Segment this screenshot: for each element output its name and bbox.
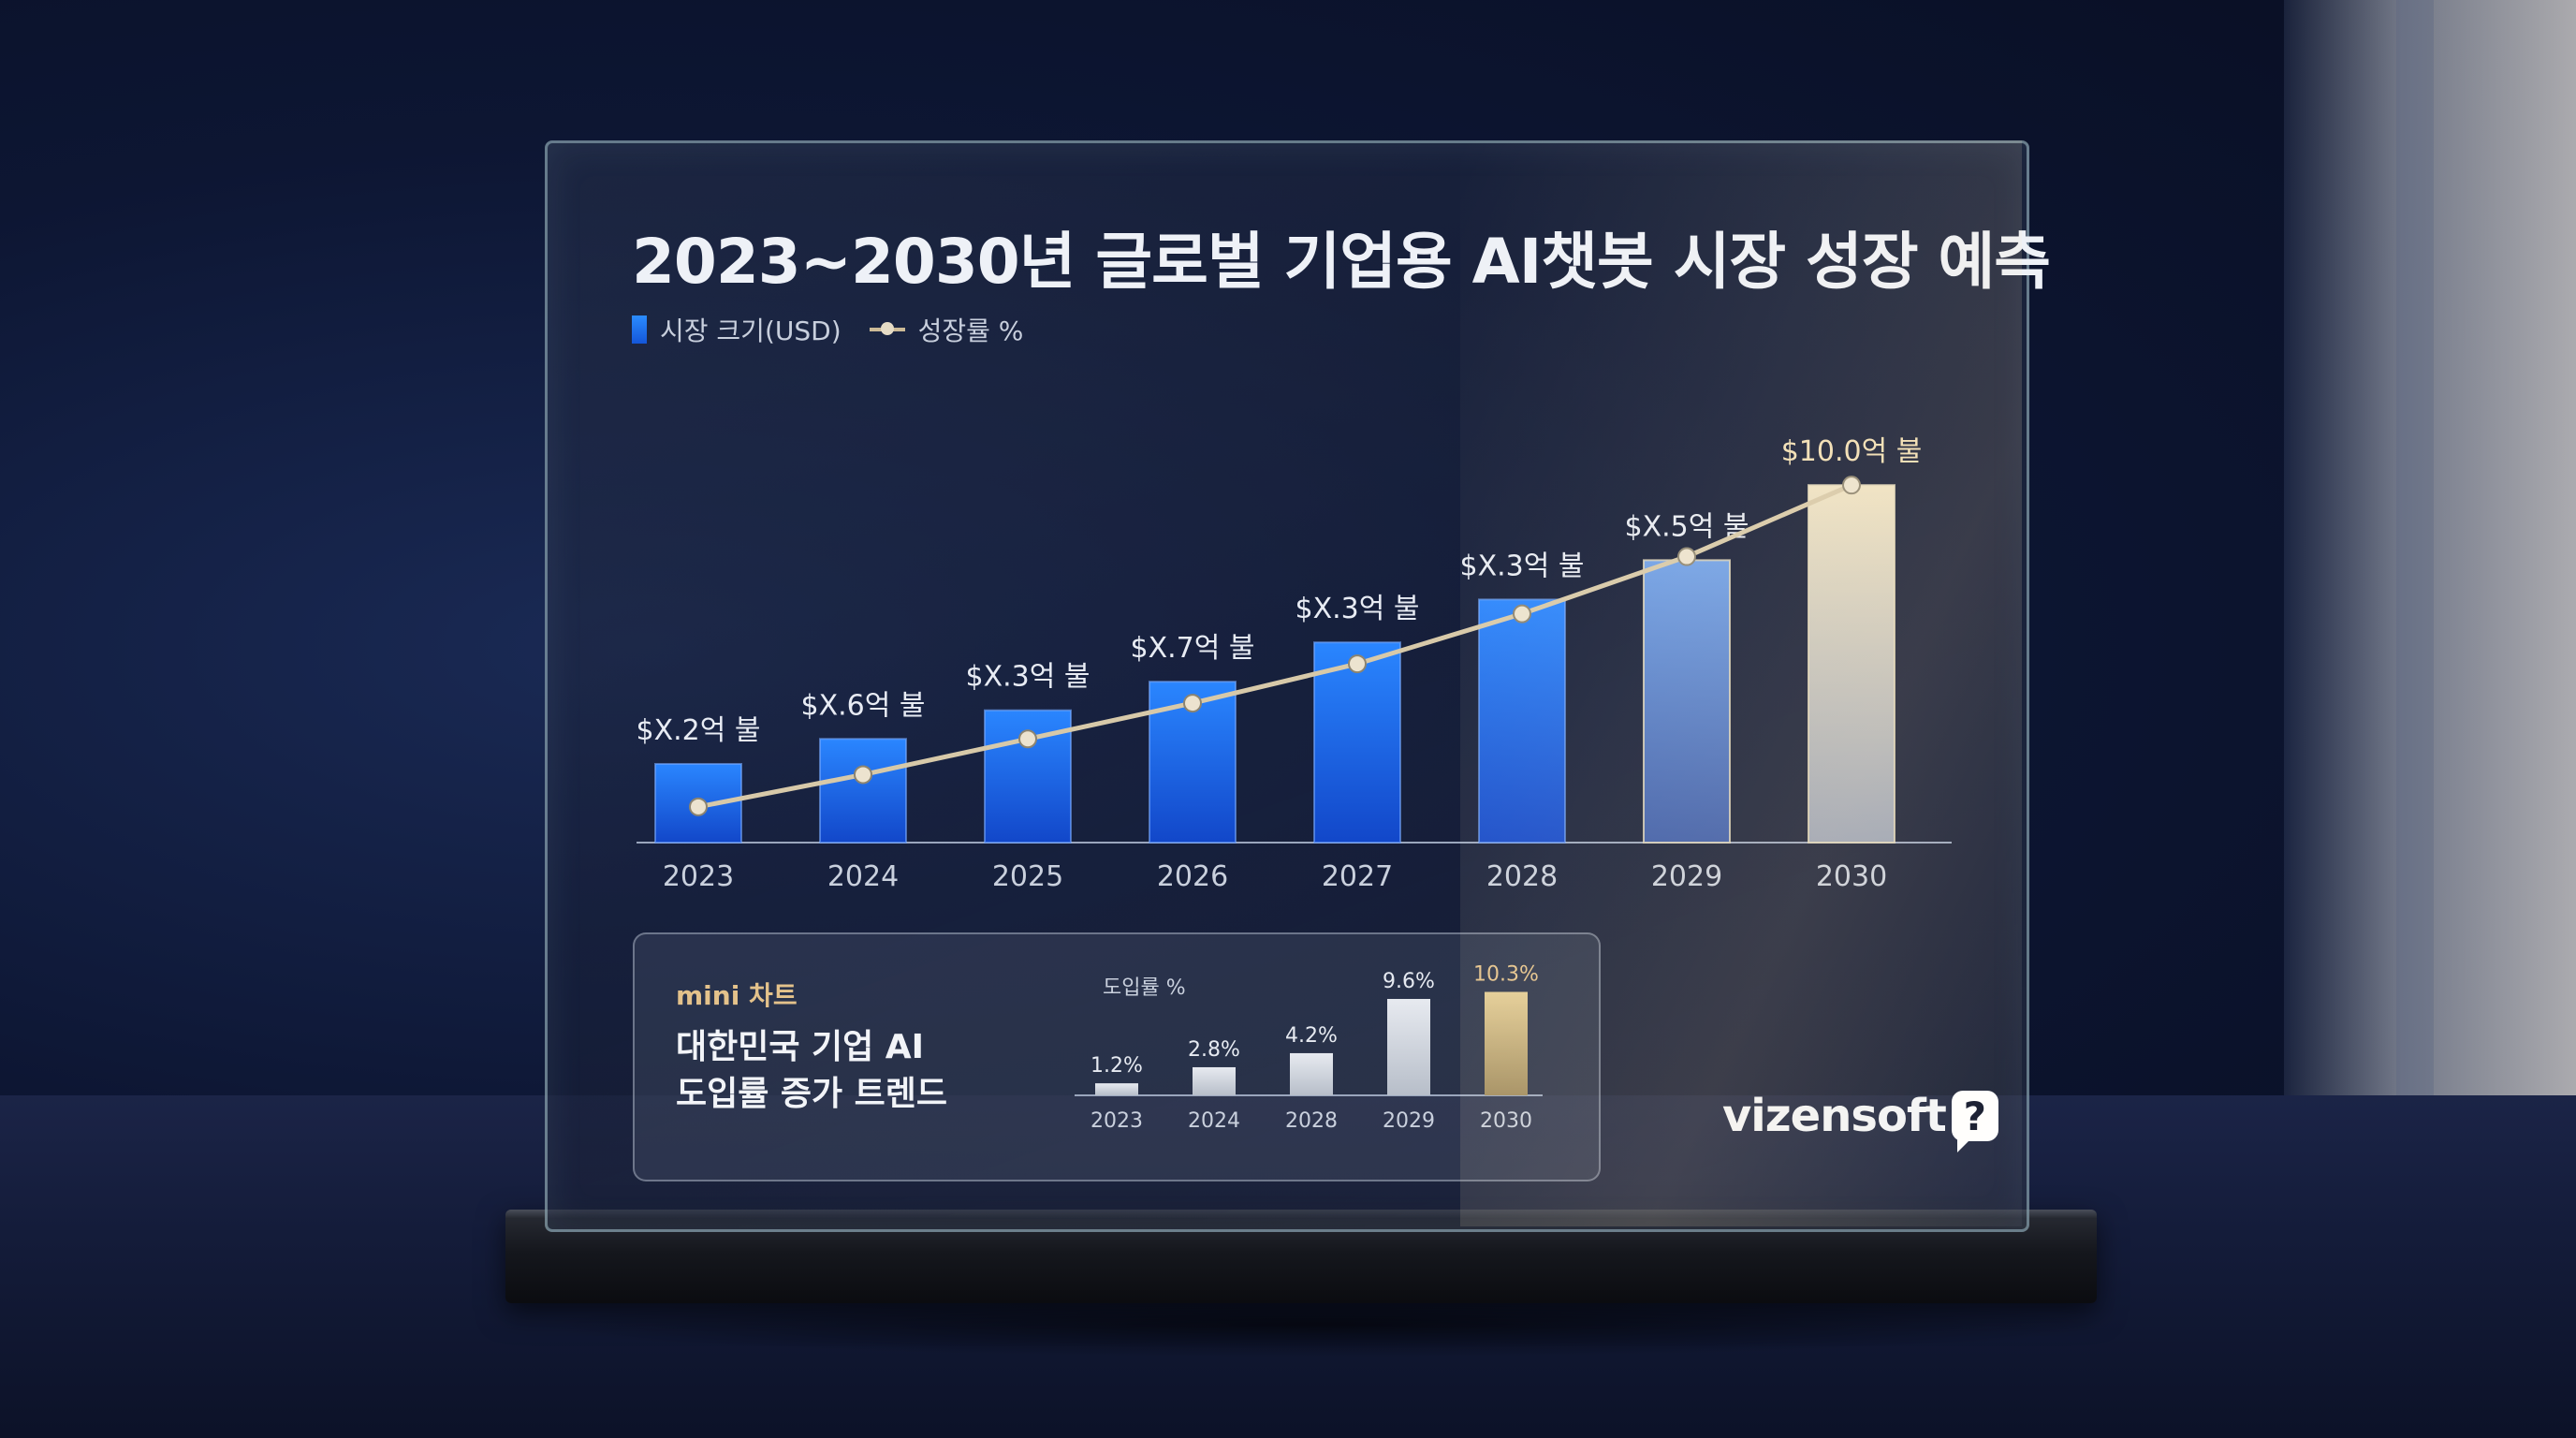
bar-2027 — [1313, 641, 1401, 844]
mini-x-tick-label-2030: 2030 — [1480, 1109, 1532, 1133]
bar-2030 — [1808, 484, 1895, 844]
chart-legend: 시장 크기(USD) 성장률 % — [632, 311, 1023, 348]
x-tick-label-2028: 2028 — [1486, 860, 1558, 893]
mini-bar-value-label-2028: 4.2% — [1285, 1024, 1338, 1048]
bar-2024 — [819, 738, 907, 844]
legend-line-swatch — [869, 322, 905, 335]
x-tick-label-2023: 2023 — [663, 860, 734, 893]
growth-rate-point-2026 — [1183, 694, 1202, 713]
growth-rate-point-2027 — [1348, 654, 1367, 674]
mini-chart-title: 대한민국 기업 AI 도입률 증가 트렌드 — [676, 1024, 947, 1118]
growth-rate-point-2024 — [854, 765, 872, 785]
chart-title: 2023~2030년 글로벌 기업용 AI챗봇 시장 성장 예측 — [632, 226, 2051, 298]
mini-bar-chart: 도입률 % 1.2% 2023 2.8% 2024 4.2% 2028 9.6% 2029 10.… — [1075, 963, 1543, 1133]
bar-value-label-2026: $X.7억 불 — [1131, 632, 1255, 665]
bar-value-label-2023: $X.2억 불 — [637, 714, 761, 747]
brand-logo: vizensoft ? — [1722, 1090, 1998, 1152]
x-tick-label-2030: 2030 — [1816, 860, 1887, 893]
x-tick-label-2025: 2025 — [992, 860, 1063, 893]
mini-bar-2024 — [1193, 1066, 1236, 1095]
x-tick-label-2029: 2029 — [1651, 860, 1722, 893]
growth-rate-line — [697, 482, 1852, 810]
bar-2029 — [1643, 559, 1731, 844]
mini-bar-value-label-2030: 10.3% — [1473, 963, 1539, 987]
mini-bar-value-label-2024: 2.8% — [1188, 1038, 1240, 1062]
main-bar-line-chart: $X.2억 불 2023 $X.6억 불 2024 $X.3억 불 2025 $X.7억 불… — [637, 435, 1952, 893]
mini-chart-tag: mini 차트 — [676, 980, 798, 1011]
mini-bar-2023 — [1095, 1083, 1138, 1095]
growth-rate-point-2028 — [1513, 604, 1531, 624]
legend-line-label: 성장률 % — [917, 315, 1024, 346]
legend-bar-swatch — [632, 315, 647, 344]
growth-rate-point-2030 — [1842, 476, 1861, 495]
mini-chart-ylabel: 도입률 % — [1103, 976, 1186, 1000]
growth-rate-point-2023 — [689, 797, 708, 816]
x-tick-label-2027: 2027 — [1322, 860, 1393, 893]
bar-value-label-2027: $X.3억 불 — [1295, 593, 1420, 625]
background-window — [2284, 0, 2576, 1105]
bar-value-label-2024: $X.6억 불 — [801, 689, 926, 722]
growth-rate-point-2029 — [1677, 547, 1696, 566]
background-window-frame — [2396, 0, 2434, 1105]
x-tick-label-2026: 2026 — [1157, 860, 1228, 893]
legend-bar-label: 시장 크기(USD) — [660, 315, 842, 346]
mini-bar-2030 — [1485, 991, 1528, 1095]
mini-chart-title-line-1: 대한민국 기업 AI — [676, 1028, 925, 1066]
growth-rate-point-2025 — [1018, 729, 1037, 749]
mini-x-tick-label-2029: 2029 — [1383, 1109, 1435, 1133]
question-bubble-icon: ? — [1951, 1091, 1998, 1152]
mini-bar-2029 — [1387, 999, 1430, 1095]
x-tick-label-2024: 2024 — [827, 860, 899, 893]
bar-2028 — [1478, 598, 1566, 844]
glass-panel — [545, 140, 2029, 1232]
mini-x-tick-label-2024: 2024 — [1188, 1109, 1240, 1133]
bar-value-label-2025: $X.3억 불 — [966, 661, 1090, 694]
mini-x-tick-label-2023: 2023 — [1090, 1109, 1143, 1133]
mini-bar-value-label-2023: 1.2% — [1090, 1054, 1143, 1078]
mini-chart-card: mini 차트 대한민국 기업 AI 도입률 증가 트렌드 도입률 % 1.2% 2… — [633, 932, 1601, 1181]
brand-name: vizensoft — [1722, 1090, 1947, 1142]
mini-bar-value-label-2029: 9.6% — [1383, 970, 1435, 993]
mini-bar-2028 — [1290, 1052, 1333, 1095]
bar-value-label-2030: $10.0억 불 — [1781, 435, 1923, 468]
bar-value-label-2028: $X.3억 불 — [1460, 550, 1585, 582]
mini-x-tick-label-2028: 2028 — [1285, 1109, 1338, 1133]
mini-chart-title-line-2: 도입률 증가 트렌드 — [676, 1075, 948, 1113]
